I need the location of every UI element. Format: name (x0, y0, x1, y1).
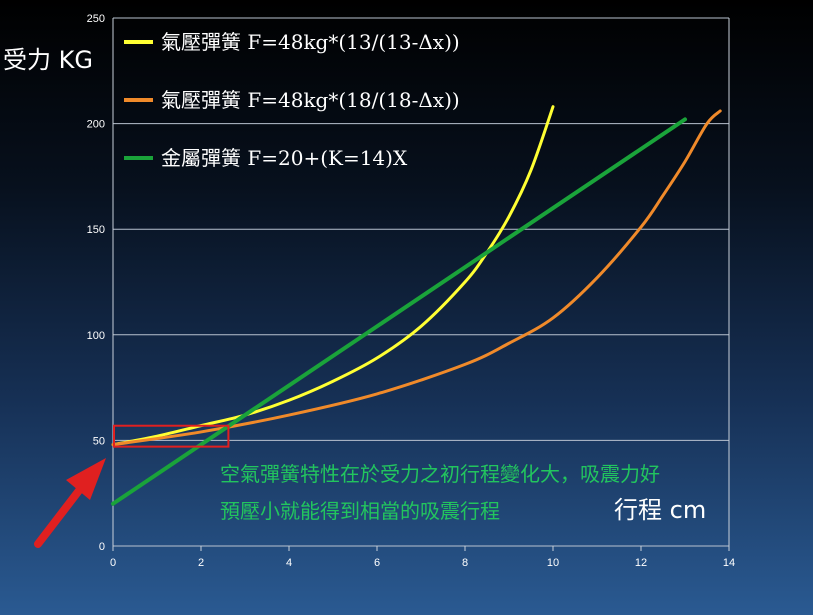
y-tick-label: 200 (87, 119, 105, 131)
arrow-shaft (34, 480, 88, 548)
red-arrow-icon (34, 458, 106, 548)
annotation-line-2: 預壓小就能得到相當的吸震行程 (220, 499, 500, 523)
x-tick-label: 4 (286, 557, 292, 569)
y-tick-label: 150 (87, 224, 105, 236)
legend-entry-0: 氣壓彈簧 F=48kg*(13/(13-Δx)) (161, 30, 460, 54)
legend: 氣壓彈簧 F=48kg*(13/(13-Δx)) 氣壓彈簧 F=48kg*(18… (124, 30, 460, 170)
x-tick-label: 0 (110, 557, 116, 569)
legend-entry-2: 金屬彈簧 F=20+(K=14)X (161, 146, 408, 170)
x-tick-label: 6 (374, 557, 380, 569)
x-axis-label: 行程 cm (614, 496, 706, 524)
y-tick-label: 50 (93, 435, 105, 447)
x-tick-label: 8 (462, 557, 468, 569)
y-tick-label: 0 (99, 541, 105, 553)
y-tick-labels: 0 50 100 150 200 250 (87, 13, 105, 553)
x-tick-label: 2 (198, 557, 204, 569)
x-tick-label: 12 (635, 557, 647, 569)
x-tick-label: 10 (547, 557, 559, 569)
y-tick-label: 100 (87, 330, 105, 342)
grid-lines (113, 17, 729, 547)
y-axis-label: 受力 KG (3, 46, 93, 74)
highlight-box (113, 424, 230, 448)
annotation-line-1: 空氣彈簧特性在於受力之初行程變化大，吸震力好 (220, 462, 660, 486)
legend-entry-1: 氣壓彈簧 F=48kg*(18/(18-Δx)) (161, 88, 460, 112)
x-tick-labels: 0 2 4 6 8 10 12 14 (110, 557, 735, 569)
arrow-head (66, 458, 106, 500)
series-line-1 (111, 109, 722, 447)
axes (112, 18, 730, 551)
series-line-2 (111, 117, 687, 506)
y-tick-label: 250 (87, 13, 105, 25)
x-tick-label: 14 (723, 557, 735, 569)
highlight-rect (113, 424, 230, 448)
